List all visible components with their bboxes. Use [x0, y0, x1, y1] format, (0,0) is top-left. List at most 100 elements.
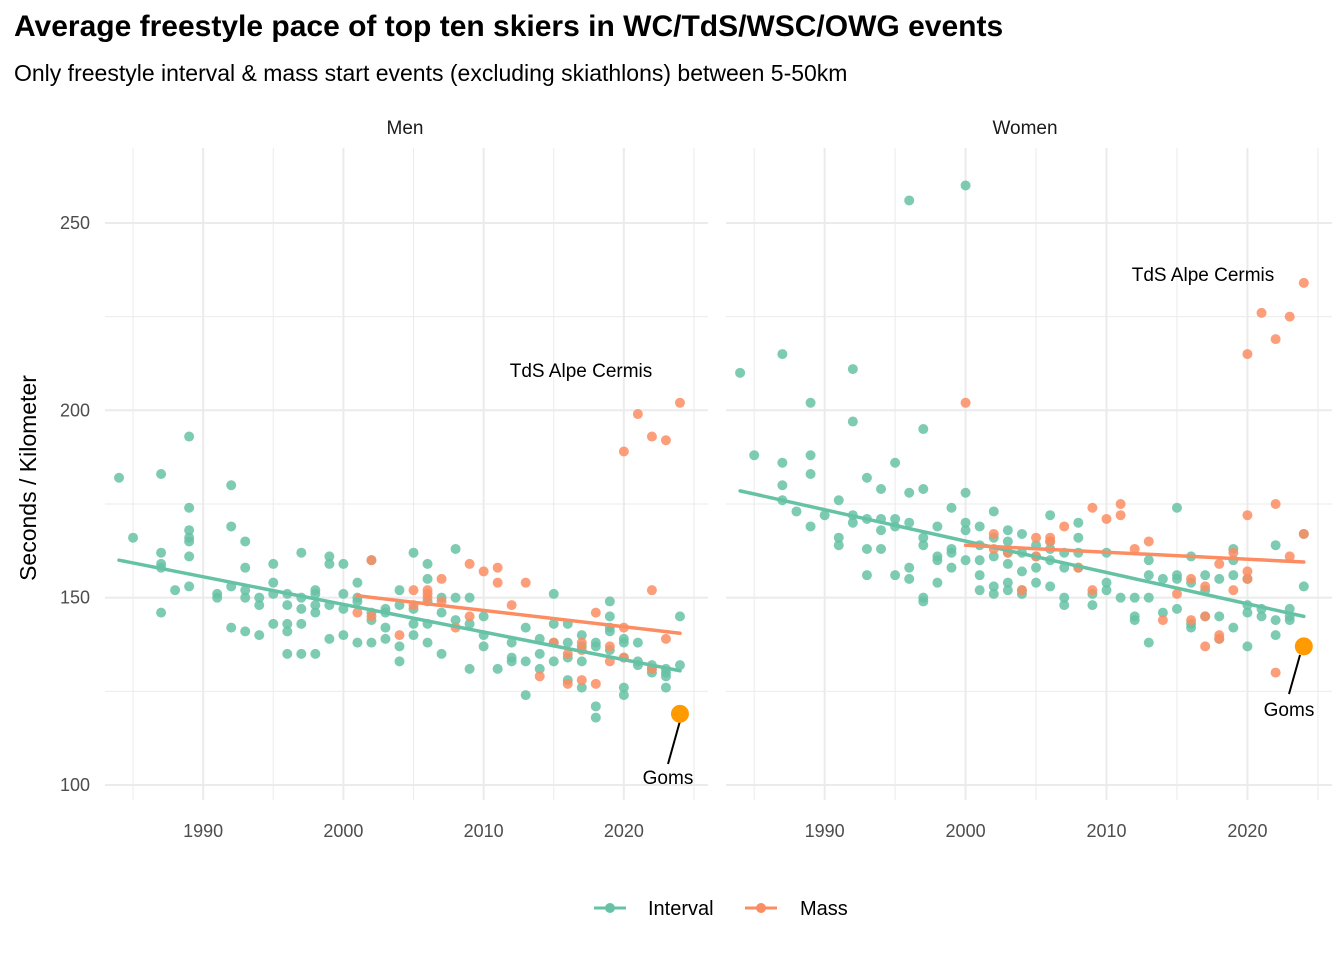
men-mass-point [590, 678, 601, 689]
men-mass-point [520, 577, 531, 588]
men-interval-point [674, 611, 685, 622]
men-mass-point [464, 611, 475, 622]
annotation-tds-alpe-cermis-women: TdS Alpe Cermis [1132, 265, 1275, 286]
women-interval-point [1171, 573, 1182, 584]
men-interval-point [156, 607, 167, 618]
panel-women: Women 1990 2000 2010 2020 Goms TdS Alpe Cer… [726, 118, 1332, 841]
women-interval-point [988, 588, 999, 599]
women-interval-point [1016, 566, 1027, 577]
women-interval-point [876, 483, 887, 494]
women-mass-point [1186, 573, 1197, 584]
men-interval-point [576, 682, 587, 693]
men-interval-point [576, 656, 587, 667]
panel-men: Men 1990 2000 2010 2020 Goms TdS Alpe Cermi… [105, 118, 708, 841]
men-interval-point [184, 431, 195, 442]
panel-men-trend-lines [117, 558, 682, 673]
women-mass-point [1298, 528, 1309, 539]
men-interval-point [366, 637, 377, 648]
men-interval-point [436, 607, 447, 618]
men-mass-point [646, 585, 657, 596]
men-interval-point [310, 607, 321, 618]
men-interval-point [184, 551, 195, 562]
women-mass-point [1115, 510, 1126, 521]
women-interval-point [890, 570, 901, 581]
women-interval-point [1157, 573, 1168, 584]
men-interval-point [310, 588, 321, 599]
men-interval-point [184, 532, 195, 543]
men-mass-point [366, 611, 377, 622]
men-interval-point [478, 641, 489, 652]
men-interval-point [660, 682, 671, 693]
men-interval-point [338, 630, 349, 641]
men-interval-point [422, 558, 433, 569]
women-interval-point [833, 532, 844, 543]
men-interval-point [674, 660, 685, 671]
men-interval-point [240, 536, 251, 547]
women-mass-point [1129, 543, 1140, 554]
men-interval-point [436, 648, 447, 659]
men-mass-point [436, 573, 447, 584]
men-interval-point [632, 637, 643, 648]
men-interval-point [282, 618, 293, 629]
women-interval-point [1143, 570, 1154, 581]
women-mass-point [1256, 307, 1267, 318]
men-interval-point [604, 596, 615, 607]
women-interval-point [960, 555, 971, 566]
men-interval-point [548, 588, 559, 599]
women-mass-point [1270, 667, 1281, 678]
women-interval-point [904, 573, 915, 584]
x-tick-label: 1990 [183, 821, 223, 841]
women-interval-point [918, 483, 929, 494]
women-mass-point [1200, 611, 1211, 622]
men-interval-point [296, 618, 307, 629]
men-interval-point [576, 630, 587, 641]
men-interval-point [254, 630, 265, 641]
women-interval-point [1129, 592, 1140, 603]
men-mass-point [660, 435, 671, 446]
men-interval-point [450, 615, 461, 626]
men-mass-point [408, 585, 419, 596]
women-interval-point [1002, 577, 1013, 588]
women-interval-point [805, 397, 816, 408]
women-interval-point [1228, 622, 1239, 633]
men-mass-point [394, 630, 405, 641]
women-interval-point [861, 543, 872, 554]
legend-label-interval: Interval [648, 898, 714, 920]
women-interval-point [974, 555, 985, 566]
men-interval-point [282, 648, 293, 659]
men-interval-point [254, 592, 265, 603]
women-interval-point [805, 521, 816, 532]
women-interval-point [805, 450, 816, 461]
women-interval-point [749, 450, 760, 461]
men-mass-point [422, 592, 433, 603]
women-interval-point [1059, 592, 1070, 603]
women-interval-point [1002, 585, 1013, 596]
men-interval-point [352, 637, 363, 648]
men-interval-point [380, 622, 391, 633]
men-interval-point [520, 622, 531, 633]
women-interval-point [1059, 600, 1070, 611]
women-mass-point [1242, 573, 1253, 584]
panel-men-grid [105, 148, 708, 800]
women-interval-point [1002, 525, 1013, 536]
goms-callout-line-women [1288, 654, 1301, 695]
women-interval-point [960, 525, 971, 536]
women-interval-point [904, 562, 915, 573]
women-mass-point [1214, 558, 1225, 569]
men-interval-point [520, 656, 531, 667]
women-interval-point [974, 521, 985, 532]
x-tick-label: 1990 [805, 821, 845, 841]
men-interval-point [590, 712, 601, 723]
men-mass-point [366, 555, 377, 566]
women-interval-trend-line [738, 489, 1306, 619]
men-interval-point [170, 585, 181, 596]
men-interval-point [464, 592, 475, 603]
women-interval-point [1171, 502, 1182, 513]
men-interval-point [618, 637, 629, 648]
men-mass-trend-line [355, 594, 682, 636]
women-interval-point [918, 424, 929, 435]
women-interval-point [932, 521, 943, 532]
men-interval-point [268, 577, 279, 588]
y-tick-label: 100 [60, 775, 90, 795]
men-interval-point [268, 558, 279, 569]
